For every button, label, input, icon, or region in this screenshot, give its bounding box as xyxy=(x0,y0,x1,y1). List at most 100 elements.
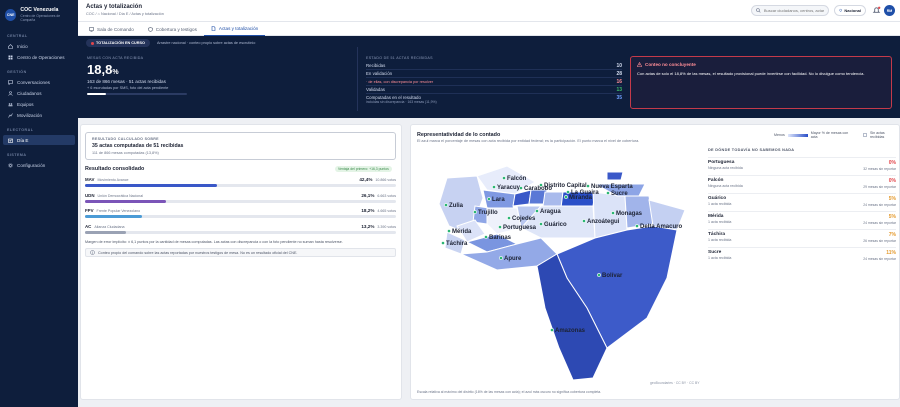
avatar[interactable]: RM xyxy=(884,5,895,16)
sidebar-item-label: Día E xyxy=(17,137,29,143)
status-row-label: Recibidas xyxy=(366,63,386,68)
status-row-value: 16 xyxy=(616,78,622,85)
map-state-label: Mérida xyxy=(452,229,472,235)
tab-cobertura[interactable]: Cobertura y testigos xyxy=(141,22,204,36)
live-dot xyxy=(91,41,94,45)
zone-status: 1 acta recibida xyxy=(708,202,732,206)
zone-row[interactable]: Sucre 1 acta recibida 11% 24 mesas sin repo… xyxy=(708,247,896,265)
sidebar-item-centro[interactable]: Centro de Operaciones xyxy=(3,52,75,62)
map-subtitle: El azul marca el porcentaje de mesas con… xyxy=(417,139,640,143)
map-state-nueva-esparta[interactable] xyxy=(606,171,624,181)
sidebar-item-dia-e[interactable]: Día E xyxy=(3,135,75,145)
party-pct: 13,2% xyxy=(361,224,375,229)
zone-name: Falcón xyxy=(708,178,724,183)
party-name: Unión Democrática Nacional xyxy=(97,194,144,198)
status-row-validadas: Validadas 13 xyxy=(366,86,622,94)
map-state-label: Yaracuy xyxy=(497,185,521,191)
zone-row[interactable]: Táchira 1 acta recibida 7% 26 mesas sin rep… xyxy=(708,229,896,247)
gear-icon xyxy=(8,162,13,168)
map-state-label: Amazonas xyxy=(555,328,586,334)
sidebar-item-conversaciones[interactable]: Conversaciones xyxy=(3,77,75,87)
map-state-guarico[interactable] xyxy=(520,205,596,239)
map-coverage-dot xyxy=(444,203,448,207)
map-state-label: Delta Amacuro xyxy=(640,224,682,230)
sidebar-item-ciudadanos[interactable]: Ciudadanos xyxy=(3,88,75,98)
users-icon xyxy=(8,90,13,96)
map-state-merida[interactable] xyxy=(456,219,486,243)
kpi-line-1: 163 de 866 mesas · 51 actas recibidas xyxy=(87,79,166,84)
sidebar-item-configuracion[interactable]: Configuración xyxy=(3,160,75,170)
scope-selector[interactable]: Nacional xyxy=(834,5,866,16)
zone-pct: 0% xyxy=(888,178,896,184)
map-state-label: Trujillo xyxy=(478,210,498,216)
map-state-apure[interactable] xyxy=(460,237,558,271)
sidebar-item-equipos[interactable]: Equipos xyxy=(3,99,75,109)
party-bar-fill xyxy=(85,184,217,187)
status-block: ESTADO DE 51 ACTAS RECIBIDAS Recibidas 10… xyxy=(366,56,622,105)
status-label: ESTADO DE 51 ACTAS RECIBIDAS xyxy=(366,56,433,60)
status-row-label: · de ellas, con discrepancia por resolve… xyxy=(366,79,434,84)
party-votes: 10.866 votos xyxy=(375,178,396,182)
sidebar-item-inicio[interactable]: Inicio xyxy=(3,41,75,51)
sidebar-section-sistema: SISTEMA xyxy=(7,153,27,157)
map-footer: Escala relativa al máximo del distrito (… xyxy=(417,390,602,394)
status-badge-label: TOTALIZACIÓN EN CURSO xyxy=(96,41,146,45)
legend-high: Mayor % de mesas con acta xyxy=(810,131,849,139)
map-state-label: Aragua xyxy=(540,209,561,215)
map-state-amazonas[interactable] xyxy=(536,253,608,381)
alert-title-text: Conteo no concluyente xyxy=(645,62,696,67)
results-title: Resultado consolidado xyxy=(85,166,145,172)
breadcrumb[interactable]: COC / ⌂ Nacional / Día E / Actas y total… xyxy=(86,12,164,16)
disclaimer-box: Conteo propio del comando sobre las acta… xyxy=(85,248,396,257)
zone-row[interactable]: Portuguesa Ninguna acta recibida 0% 32 mesa… xyxy=(708,157,896,175)
zone-mesas: 26 mesas sin reportar xyxy=(863,239,896,243)
map-coverage-dot xyxy=(447,229,451,233)
party-pct: 26,1% xyxy=(361,193,375,198)
search-input[interactable] xyxy=(763,8,824,13)
map-coverage-dot xyxy=(586,184,590,188)
sidebar-item-movilizacion[interactable]: Movilización xyxy=(3,110,75,120)
map-coverage-dot xyxy=(539,222,543,226)
zone-row[interactable]: Mérida 1 acta recibida 5% 24 mesas sin repo… xyxy=(708,211,896,229)
zone-row[interactable]: Guárico 1 acta recibida 5% 24 mesas sin rep… xyxy=(708,193,896,211)
status-row-label: Validadas xyxy=(366,87,385,92)
map-title: Representatividad de lo contado xyxy=(417,132,501,138)
map-state-label: Carabobo xyxy=(524,186,552,192)
grid-icon xyxy=(8,55,13,59)
party-votes: 4.665 votos xyxy=(377,209,396,213)
party-pct: 42,4% xyxy=(359,177,373,182)
party-row-ac: AC Alianza Ciudadana 13,2% 3.390 votos xyxy=(85,224,396,234)
tab-sala-de-comando[interactable]: Sala de Comando xyxy=(82,22,141,36)
sidebar-item-label: Conversaciones xyxy=(17,79,50,85)
map-legend: Menos Mayor % de mesas con acta Sin acta… xyxy=(774,131,900,139)
zones-title: DE DÓNDE TODAVÍA NO SABEMOS NADA xyxy=(708,148,795,152)
party-abbr: AC xyxy=(85,224,92,229)
map-state-label: Nueva Esparta xyxy=(591,184,633,190)
kpi-label: MESAS CON ACTA RECIBIDA xyxy=(87,56,144,60)
map-coverage-dot xyxy=(484,235,488,239)
zone-pct: 0% xyxy=(888,160,896,166)
document-icon xyxy=(211,26,216,31)
zone-row[interactable]: Falcón Ninguna acta recibida 0% 29 mesas si… xyxy=(708,175,896,193)
search-box[interactable] xyxy=(751,5,829,16)
map-state-label: Falcón xyxy=(507,176,527,182)
search-icon xyxy=(756,8,761,13)
status-row-value: 13 xyxy=(616,86,622,93)
sidebar: CNE COC Venezuela Centro de Operaciones … xyxy=(0,0,78,407)
map-coverage-dot xyxy=(441,241,445,245)
status-row-label: Computadas en el resultado xyxy=(366,95,421,100)
summary-label: RESULTADO CALCULADO SOBRE xyxy=(92,137,159,141)
legend-none: Sin actas recibidas xyxy=(869,131,885,139)
ballot-icon xyxy=(8,138,13,143)
map-state-label: Portuguesa xyxy=(503,225,537,231)
margin-note: Margen de error implícito: ± 6,1 puntos … xyxy=(85,240,343,244)
topbar: Actas y totalización COC / ⌂ Nacional / … xyxy=(78,0,900,22)
kpi-progress-track xyxy=(87,93,187,95)
bell-icon[interactable] xyxy=(872,6,881,15)
map-state-portuguesa[interactable] xyxy=(486,207,522,235)
status-row-sub: incluidas sin discrepancia · 163 mesas (… xyxy=(366,100,437,104)
home-icon xyxy=(8,43,13,49)
sidebar-item-label: Ciudadanos xyxy=(17,90,42,96)
status-row-value: 10 xyxy=(616,62,622,69)
tab-actas[interactable]: Actas y totalización xyxy=(203,22,266,36)
